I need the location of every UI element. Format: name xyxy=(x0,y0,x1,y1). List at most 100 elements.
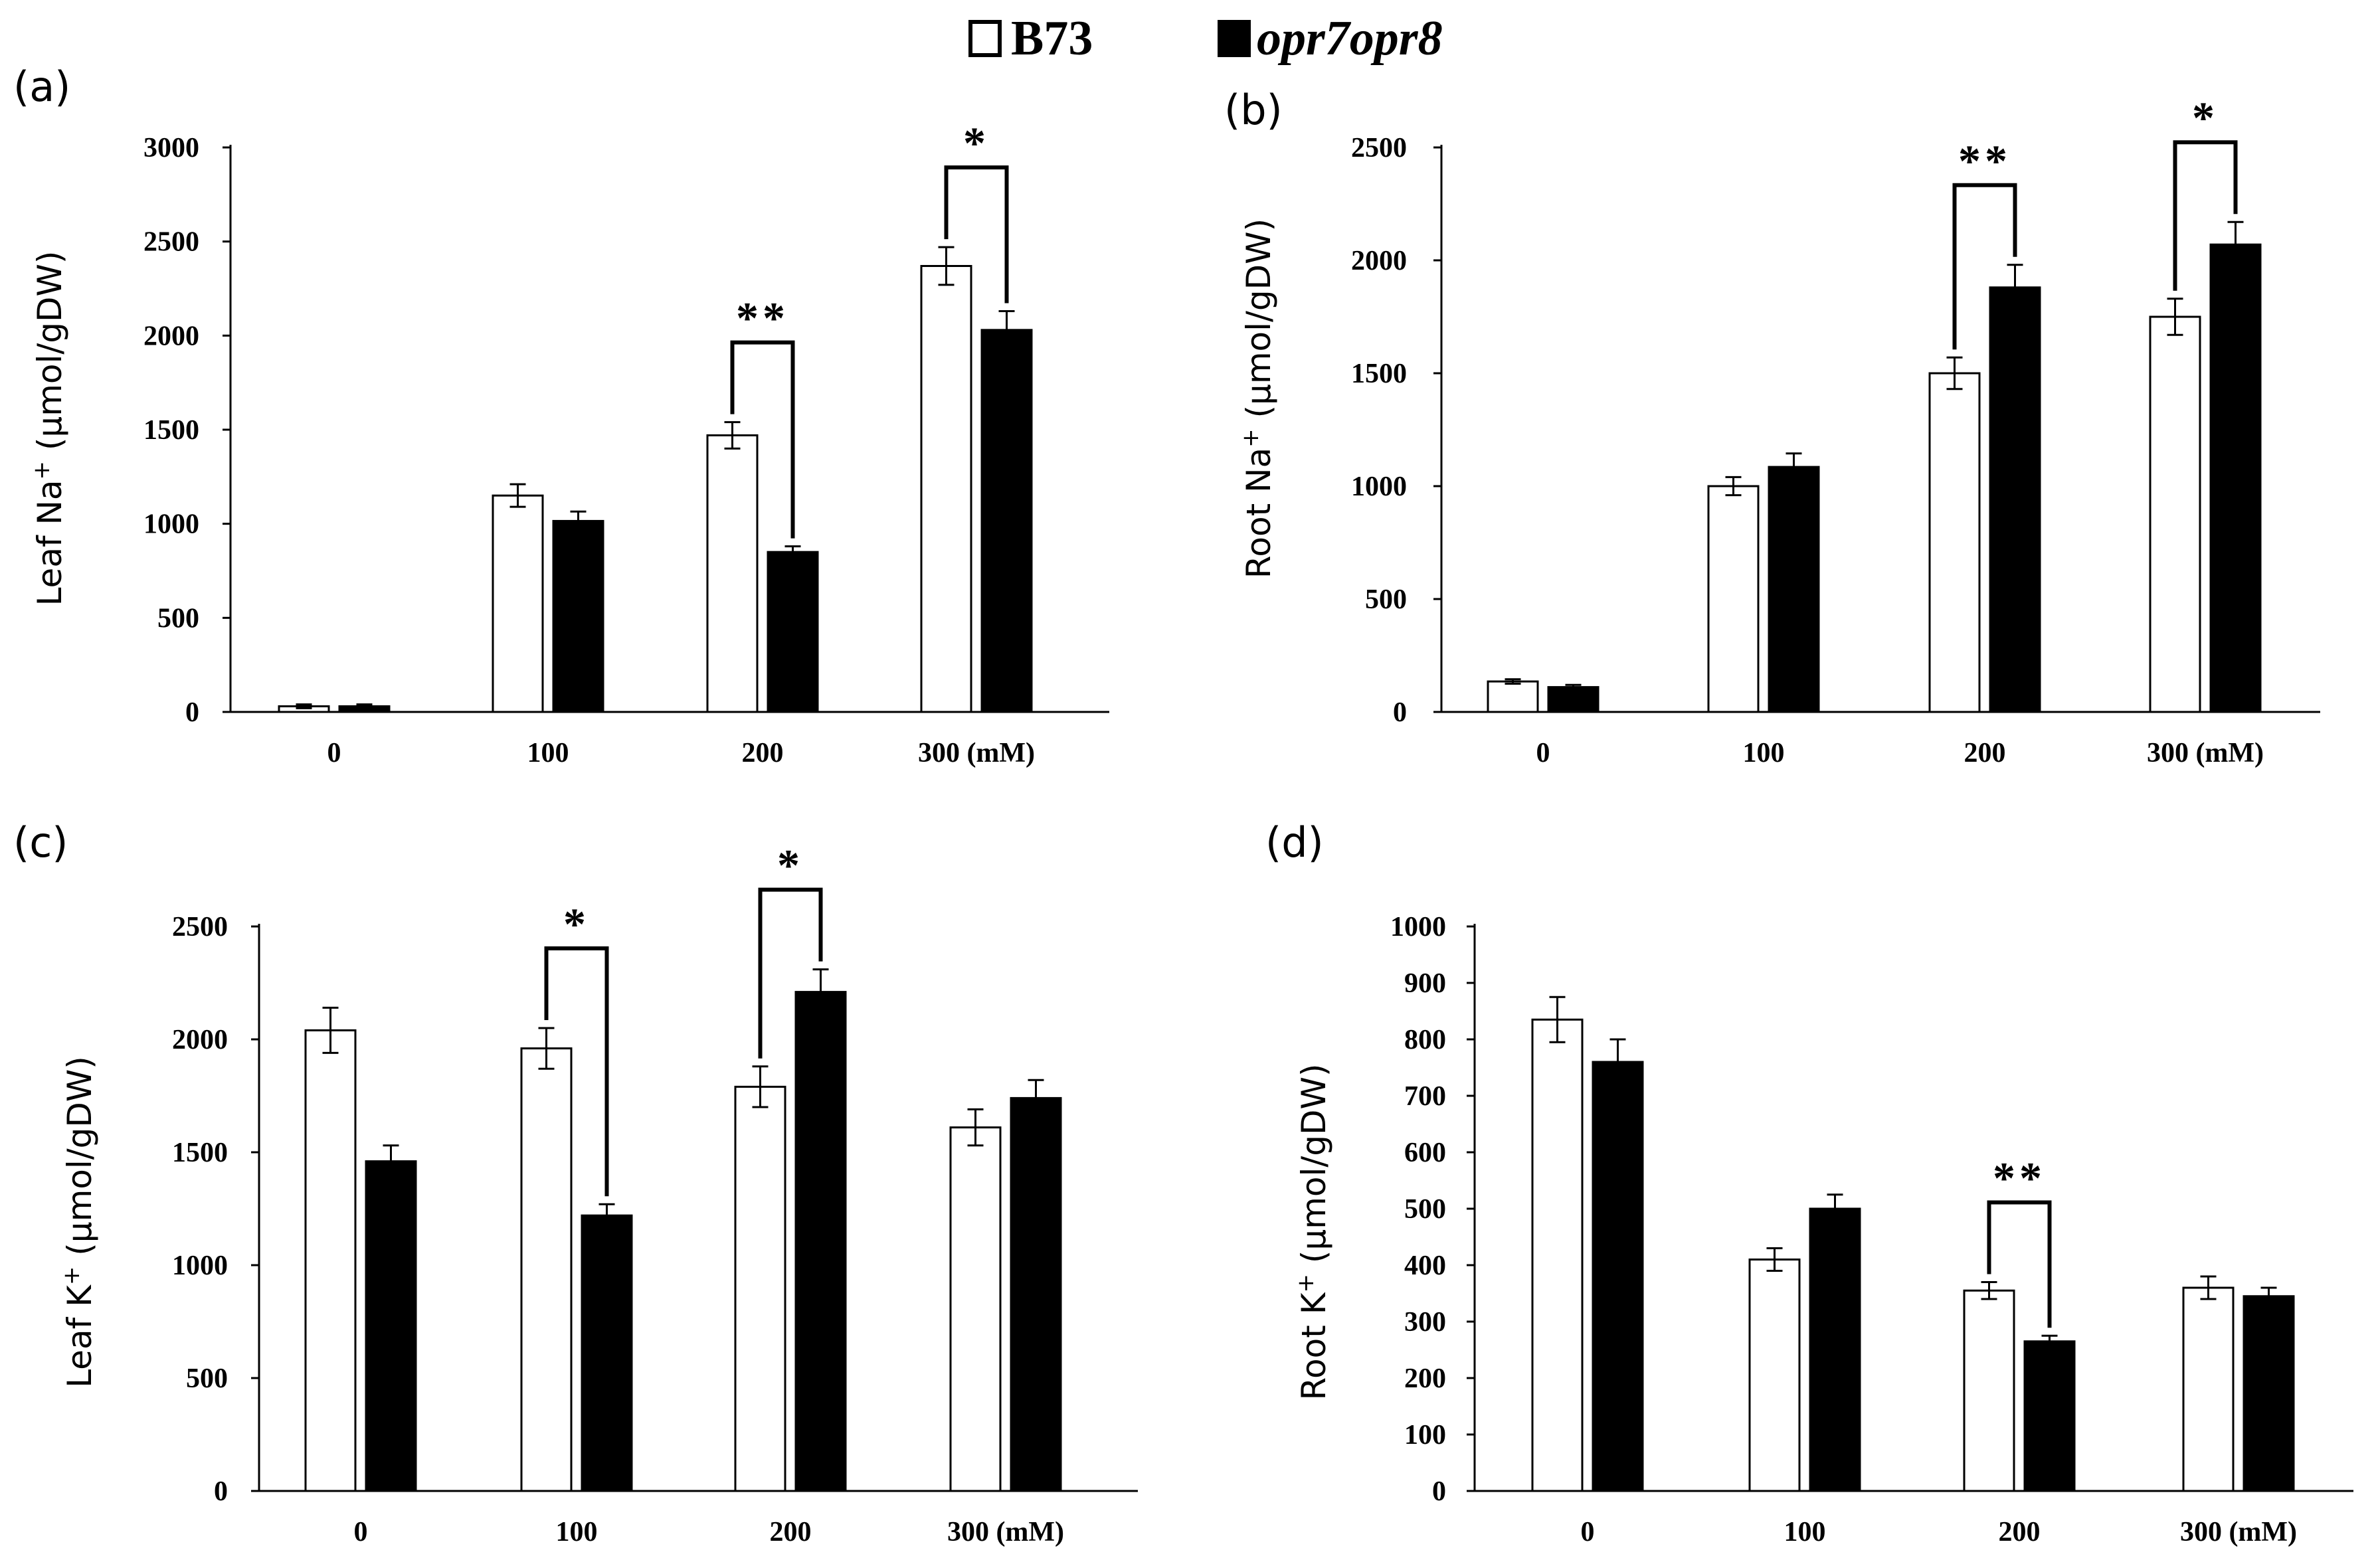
significance-bracket xyxy=(730,340,795,539)
legend-swatch-opr7opr8 xyxy=(1218,20,1251,57)
bar-opr7opr8 xyxy=(365,1160,417,1492)
x-tick-label: 300 (mM) xyxy=(2180,1517,2297,1547)
bar-b73 xyxy=(920,265,972,713)
significance-marker: * xyxy=(563,899,590,949)
bar-opr7opr8 xyxy=(2209,243,2262,713)
x-tick-label: 100 xyxy=(1784,1517,1826,1547)
significance-marker: ** xyxy=(736,293,789,343)
panel-a: (a)Leaf Na+ (µmol/gDW)050010001500200025… xyxy=(13,62,1109,768)
y-tick-label: 1000 xyxy=(1351,472,1407,502)
y-tick-label: 2000 xyxy=(172,1025,228,1055)
x-tick-label: 300 (mM) xyxy=(2147,738,2264,768)
y-tick-label: 2500 xyxy=(1351,133,1407,163)
y-tick-label: 500 xyxy=(1404,1194,1446,1225)
bar-b73 xyxy=(304,1029,357,1492)
x-tick-label: 200 xyxy=(742,738,784,768)
x-tick-label: 200 xyxy=(1999,1517,2041,1547)
panel-label: (c) xyxy=(13,818,68,867)
legend-label-b73: B73 xyxy=(1011,11,1093,66)
panel-d: (d) Root K+ (µmol/gDW) 0 100 200 300 400 500 600… xyxy=(1265,818,2353,1547)
bar-opr7opr8 xyxy=(980,329,1033,713)
y-tick-label: 500 xyxy=(1365,584,1407,615)
bar-opr7opr8 xyxy=(1547,686,1600,713)
panel-b: (b)Root Na+ (µmol/gDW)050010001500200025… xyxy=(1224,86,2320,768)
bar-opr7opr8 xyxy=(1592,1061,1644,1492)
y-axis-label: Root Na+ (µmol/gDW) xyxy=(1237,218,1278,578)
y-axis-label: Leaf K+ (µmol/gDW) xyxy=(58,1056,99,1388)
y-tick-label: 300 xyxy=(1404,1307,1446,1338)
y-tick-label: 2000 xyxy=(143,321,199,351)
panel-label: (d) xyxy=(1265,818,1324,867)
bar-opr7opr8 xyxy=(1989,286,2041,713)
bar-opr7opr8 xyxy=(1809,1207,1861,1492)
panel-c: (c)Leaf K+ (µmol/gDW)0500100015002000250… xyxy=(13,818,1138,1547)
bar-b73 xyxy=(1963,1289,2015,1492)
bar-opr7opr8 xyxy=(581,1214,633,1492)
y-tick-label: 0 xyxy=(185,697,199,728)
bar-b73 xyxy=(949,1126,1002,1492)
bar-b73 xyxy=(1748,1259,1801,1492)
y-tick-label: 0 xyxy=(1393,697,1407,728)
y-tick-label: 500 xyxy=(186,1363,228,1394)
y-tick-label: 1500 xyxy=(172,1138,228,1168)
significance-bracket xyxy=(544,946,609,1197)
y-tick-label: 2000 xyxy=(1351,246,1407,276)
x-tick-label: 0 xyxy=(354,1517,368,1547)
y-tick-label: 200 xyxy=(1404,1363,1446,1394)
x-tick-label: 300 (mM) xyxy=(918,738,1035,768)
y-tick-label: 700 xyxy=(1404,1081,1446,1112)
x-tick-label: 100 xyxy=(556,1517,598,1547)
bar-opr7opr8 xyxy=(794,991,847,1492)
y-tick-label: 1500 xyxy=(143,415,199,446)
y-tick-label: 0 xyxy=(214,1476,228,1507)
y-tick-label: 600 xyxy=(1404,1138,1446,1168)
significance-bracket xyxy=(758,887,823,1059)
x-tick-label: 0 xyxy=(1581,1517,1595,1547)
y-tick-label: 1000 xyxy=(172,1251,228,1281)
x-tick-label: 100 xyxy=(1743,738,1785,768)
bar-b73 xyxy=(492,494,544,713)
y-tick-label: 1000 xyxy=(1390,912,1446,942)
y-tick-label: 3000 xyxy=(143,133,199,163)
legend-label-opr7opr8: opr7opr8 xyxy=(1257,11,1443,66)
significance-marker: * xyxy=(963,118,990,168)
bar-opr7opr8 xyxy=(2023,1340,2076,1492)
y-tick-label: 100 xyxy=(1404,1420,1446,1450)
y-tick-label: 500 xyxy=(157,603,199,634)
bar-b73 xyxy=(1531,1018,1584,1492)
significance-marker: ** xyxy=(1958,135,2011,186)
bar-b73 xyxy=(520,1047,573,1492)
bar-b73 xyxy=(734,1085,786,1492)
significance-marker: * xyxy=(777,840,804,891)
legend-swatch-b73 xyxy=(968,20,1002,57)
x-tick-label: 0 xyxy=(1536,738,1550,768)
significance-bracket xyxy=(1952,183,2017,350)
y-tick-label: 400 xyxy=(1404,1251,1446,1281)
y-tick-label: 1000 xyxy=(143,509,199,540)
bar-opr7opr8 xyxy=(1768,466,1820,713)
bar-b73 xyxy=(2182,1286,2235,1492)
x-tick-label: 100 xyxy=(527,738,569,768)
panel-label: (b) xyxy=(1224,86,1283,134)
bar-b73 xyxy=(1707,485,1760,713)
legend: B73 opr7opr8 xyxy=(968,11,1443,66)
x-tick-label: 0 xyxy=(327,738,341,768)
x-tick-label: 200 xyxy=(1964,738,2006,768)
bar-b73 xyxy=(1487,680,1539,713)
y-tick-label: 0 xyxy=(1432,1476,1446,1507)
x-tick-label: 200 xyxy=(770,1517,812,1547)
bar-b73 xyxy=(1928,372,1981,713)
y-tick-label: 2500 xyxy=(143,227,199,258)
y-tick-label: 800 xyxy=(1404,1025,1446,1055)
y-axis-label: Leaf Na+ (µmol/gDW) xyxy=(29,251,69,606)
y-tick-label: 1500 xyxy=(1351,359,1407,389)
bar-b73 xyxy=(706,434,759,713)
panel-label: (a) xyxy=(13,62,70,111)
x-tick-label: 300 (mM) xyxy=(947,1517,1064,1547)
bar-opr7opr8 xyxy=(1010,1096,1062,1492)
bar-b73 xyxy=(2149,315,2201,713)
significance-marker: ** xyxy=(1993,1153,2046,1203)
significance-bracket xyxy=(2173,140,2238,291)
significance-bracket xyxy=(944,165,1009,304)
